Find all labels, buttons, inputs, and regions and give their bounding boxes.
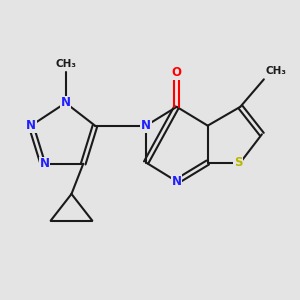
- Text: CH₃: CH₃: [266, 66, 287, 76]
- Text: S: S: [234, 156, 243, 169]
- Text: O: O: [172, 66, 182, 79]
- Text: N: N: [61, 96, 70, 110]
- Text: N: N: [40, 157, 50, 170]
- Text: N: N: [26, 119, 36, 132]
- Text: N: N: [172, 175, 182, 188]
- Text: N: N: [141, 119, 151, 132]
- Text: CH₃: CH₃: [55, 59, 76, 69]
